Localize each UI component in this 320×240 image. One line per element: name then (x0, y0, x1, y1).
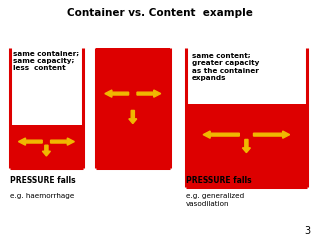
Text: same container;
same capacity;
less  content: same container; same capacity; less cont… (13, 50, 79, 71)
FancyArrow shape (43, 145, 51, 156)
Text: e.g. generalized
vasodilation: e.g. generalized vasodilation (186, 193, 244, 207)
Text: 3: 3 (304, 226, 310, 236)
Text: PRESSURE falls: PRESSURE falls (10, 176, 75, 185)
Bar (96, 48, 170, 168)
FancyArrow shape (19, 138, 42, 145)
FancyArrow shape (129, 110, 137, 124)
Bar (96, 48, 170, 168)
FancyArrow shape (203, 131, 239, 138)
Text: e.g. haemorrhage: e.g. haemorrhage (10, 193, 74, 199)
FancyArrow shape (51, 138, 74, 145)
FancyArrow shape (253, 131, 290, 138)
Bar (10, 125, 83, 168)
FancyArrow shape (105, 90, 129, 97)
Bar (10, 48, 83, 168)
Text: same content;
greater capacity
as the container
expands: same content; greater capacity as the co… (192, 53, 260, 81)
FancyArrow shape (243, 139, 250, 153)
Text: Container vs. Content  example: Container vs. Content example (67, 8, 253, 18)
Text: PRESSURE falls: PRESSURE falls (186, 176, 251, 185)
FancyArrow shape (137, 90, 161, 97)
Bar (186, 48, 307, 187)
Bar (186, 104, 307, 187)
